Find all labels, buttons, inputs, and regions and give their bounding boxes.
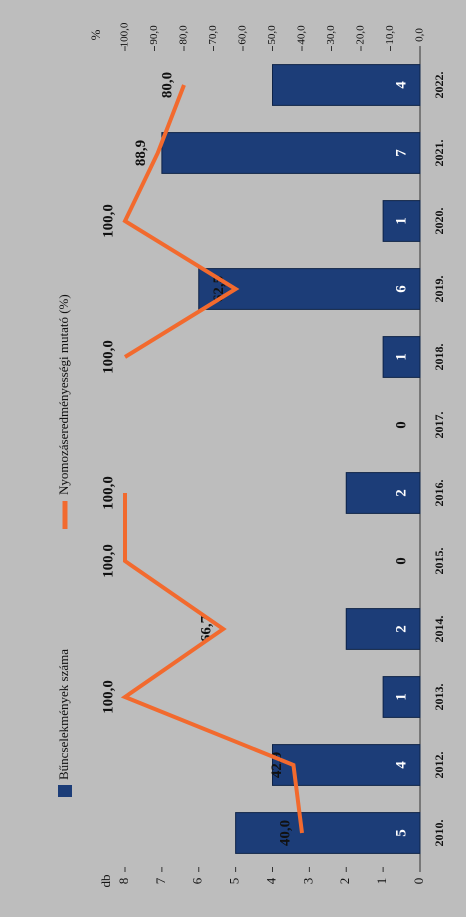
x-tick-label: 2018. bbox=[432, 344, 446, 371]
bar-label: 1 bbox=[393, 217, 409, 225]
y-axis-title: db bbox=[98, 875, 113, 888]
bar-label: 1 bbox=[393, 353, 409, 361]
bar-label: 2 bbox=[393, 489, 409, 497]
line-label: 100,0 bbox=[100, 340, 116, 374]
line-label: 100,0 bbox=[100, 476, 116, 510]
y-tick-label: 3 bbox=[300, 878, 315, 885]
y2-tick-label: 20,0 bbox=[355, 25, 367, 45]
bar bbox=[198, 268, 421, 310]
bar-label: 2 bbox=[393, 625, 409, 633]
bar bbox=[345, 608, 421, 650]
y2-tick-label: 50,0 bbox=[266, 25, 278, 45]
bar bbox=[235, 812, 421, 854]
x-tick-label: 2021. bbox=[432, 140, 446, 167]
y-tick-label: 7 bbox=[153, 877, 168, 884]
y2-tick-label: 90,0 bbox=[148, 25, 160, 45]
line-label: 40,0 bbox=[277, 820, 293, 846]
y-tick-label: 0 bbox=[411, 878, 426, 885]
legend-swatch bbox=[58, 785, 72, 797]
y2-tick-label: 80,0 bbox=[178, 25, 190, 45]
x-tick-label: 2013. bbox=[432, 684, 446, 711]
legend-label: Bűncselekmények száma bbox=[56, 649, 71, 780]
bar bbox=[382, 200, 421, 242]
y-tick-label: 2 bbox=[337, 878, 352, 885]
bar-label: 5 bbox=[393, 829, 409, 837]
y-tick-label: 4 bbox=[263, 877, 278, 884]
x-tick-label: 2019. bbox=[432, 276, 446, 303]
bar bbox=[272, 64, 421, 106]
y2-tick-label: 100,0 bbox=[119, 22, 131, 47]
line-label: 80,0 bbox=[159, 72, 175, 98]
x-tick-label: 2015. bbox=[432, 548, 446, 575]
x-tick-label: 2020. bbox=[432, 208, 446, 235]
y-tick-label: 8 bbox=[116, 878, 131, 885]
line-label: 100,0 bbox=[100, 680, 116, 714]
y2-tick-label: 40,0 bbox=[296, 25, 308, 45]
x-tick-label: 2010. bbox=[432, 820, 446, 847]
line-label: 88,9 bbox=[133, 140, 149, 166]
x-tick-label: 2022. bbox=[432, 72, 446, 99]
x-tick-label: 2014. bbox=[432, 616, 446, 643]
y-tick-label: 6 bbox=[190, 877, 205, 884]
y2-tick-label: 30,0 bbox=[325, 25, 337, 45]
bar bbox=[272, 744, 421, 786]
bar-label: 6 bbox=[393, 285, 409, 293]
y2-tick-label: 0,0 bbox=[414, 28, 426, 42]
x-tick-label: 2012. bbox=[432, 752, 446, 779]
bar-label: 4 bbox=[393, 761, 409, 769]
y-tick-label: 5 bbox=[227, 878, 242, 885]
bar bbox=[382, 676, 421, 718]
line bbox=[120, 493, 304, 834]
rotated-chart: 0123456780,010,020,030,040,050,060,070,0… bbox=[56, 22, 446, 887]
legend-label: Nyomozáseredményességi mutató (%) bbox=[56, 294, 71, 495]
y2-tick-label: 10,0 bbox=[384, 25, 396, 45]
y2-tick-label: 70,0 bbox=[207, 25, 219, 45]
x-tick-label: 2016. bbox=[432, 480, 446, 507]
bar-label: 7 bbox=[393, 149, 409, 157]
bar-label: 4 bbox=[393, 81, 409, 89]
bar-label: 1 bbox=[393, 693, 409, 701]
line-label: 100,0 bbox=[100, 204, 116, 238]
bar-label: 0 bbox=[393, 557, 409, 565]
y2-axis-title: % bbox=[88, 29, 103, 40]
y-tick-label: 1 bbox=[374, 878, 389, 885]
x-tick-label: 2017. bbox=[432, 412, 446, 439]
line bbox=[122, 84, 240, 359]
bar bbox=[161, 132, 421, 174]
bar bbox=[345, 472, 421, 514]
bar bbox=[382, 336, 421, 378]
y2-tick-label: 60,0 bbox=[237, 25, 249, 45]
bar-label: 0 bbox=[393, 421, 409, 429]
line-label: 100,0 bbox=[100, 544, 116, 578]
